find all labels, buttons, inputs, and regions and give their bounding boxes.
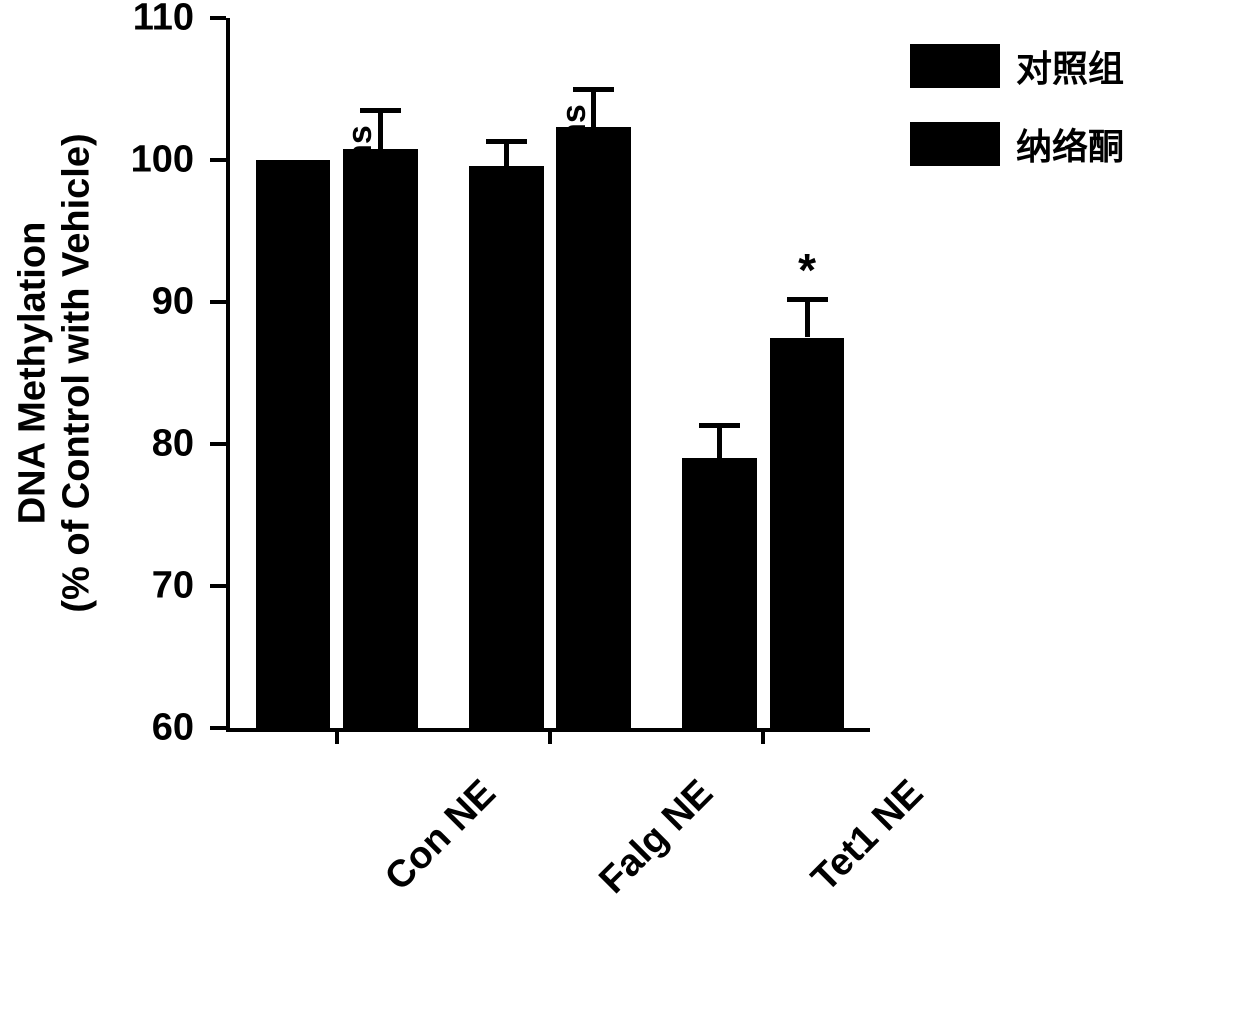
- legend-label: 纳络酮: [1016, 118, 1124, 170]
- legend-item: 对照组: [910, 40, 1124, 92]
- x-tick-label: Falg NE: [591, 772, 721, 902]
- bar: [556, 127, 631, 728]
- y-tick-label: 100: [94, 139, 194, 182]
- legend-swatch: [910, 44, 1000, 88]
- bar: [682, 458, 757, 728]
- legend: 对照组纳络酮: [910, 40, 1124, 196]
- annotation: *: [798, 243, 816, 297]
- bar: [469, 166, 544, 728]
- legend-swatch: [910, 122, 1000, 166]
- y-tick-label: 110: [94, 0, 194, 40]
- bar: [256, 160, 331, 728]
- bar: [770, 338, 845, 729]
- y-tick-label: 70: [94, 565, 194, 608]
- bar: [343, 149, 418, 728]
- annotation: ns: [341, 125, 380, 165]
- y-axis-title-line1: DNA Methylation: [11, 222, 53, 525]
- y-tick-label: 80: [94, 423, 194, 466]
- y-axis-title-line2: (% of Control with Vehicle): [55, 133, 97, 612]
- x-tick-label: Tet1 NE: [804, 772, 932, 900]
- chart-root: { "canvas": { "width": 1240, "height": 1…: [0, 0, 1240, 1034]
- annotation: ns: [555, 104, 594, 144]
- legend-label: 对照组: [1016, 40, 1124, 92]
- y-tick-label: 90: [94, 281, 194, 324]
- y-tick-label: 60: [94, 707, 194, 750]
- legend-item: 纳络酮: [910, 118, 1124, 170]
- y-axis-title: DNA Methylation(% of Control with Vehicl…: [11, 133, 98, 612]
- plot-area: 60708090100110Con NEFalg NETet1 NEnsns*: [230, 18, 870, 728]
- x-tick-label: Con NE: [377, 772, 504, 899]
